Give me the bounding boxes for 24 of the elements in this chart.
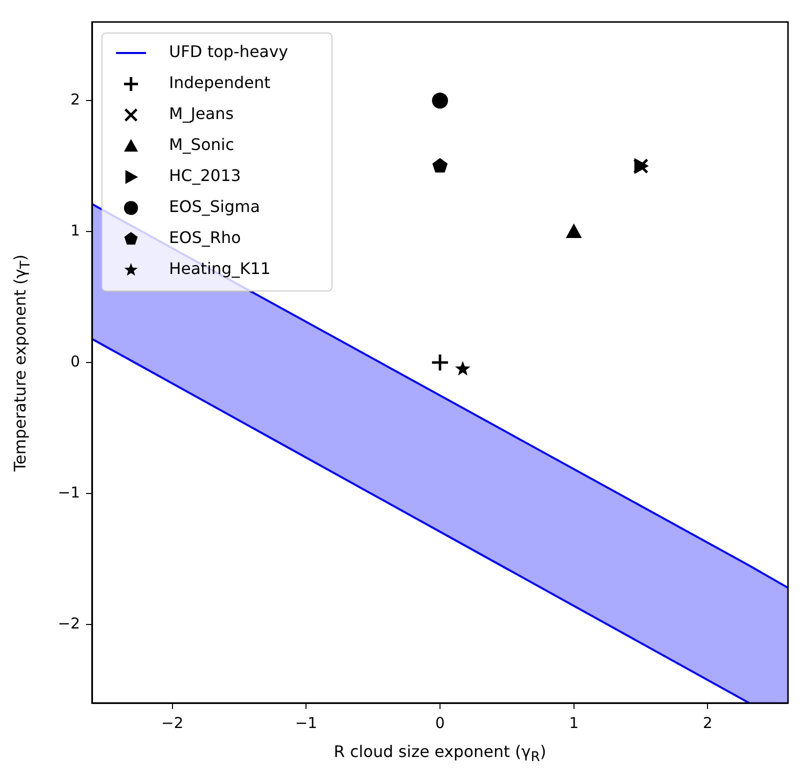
point: [455, 361, 470, 376]
x-tick-label: 0: [435, 714, 445, 732]
y-tick-label: −1: [58, 483, 80, 502]
y-tick-label: 2: [70, 90, 80, 108]
legend-label: HC_2013: [169, 166, 241, 186]
x-tick-label: −2: [161, 714, 184, 732]
x-tick-label: 1: [569, 714, 579, 732]
legend-label: M_Jeans: [169, 104, 234, 124]
x-axis-title: R cloud size exponent (γ$_{R}$): [334, 742, 546, 766]
y-tick-label: −2: [58, 614, 80, 632]
legend-label: M_Sonic: [169, 135, 234, 154]
x-tick-label: 2: [702, 714, 712, 732]
point: [432, 158, 448, 173]
legend-label: Heating_K11: [169, 259, 271, 278]
y-tick-label: 1: [70, 221, 80, 240]
legend-label: EOS_Sigma: [169, 197, 260, 216]
y-tick-label: 0: [70, 352, 80, 370]
legend-label: UFD top-heavy: [169, 42, 288, 62]
legend-label: EOS_Rho: [169, 228, 241, 248]
legend-label: Independent: [169, 73, 270, 92]
point: [566, 224, 582, 238]
x-tick-label: −1: [295, 714, 318, 732]
point: [430, 353, 450, 372]
point: [432, 92, 448, 109]
